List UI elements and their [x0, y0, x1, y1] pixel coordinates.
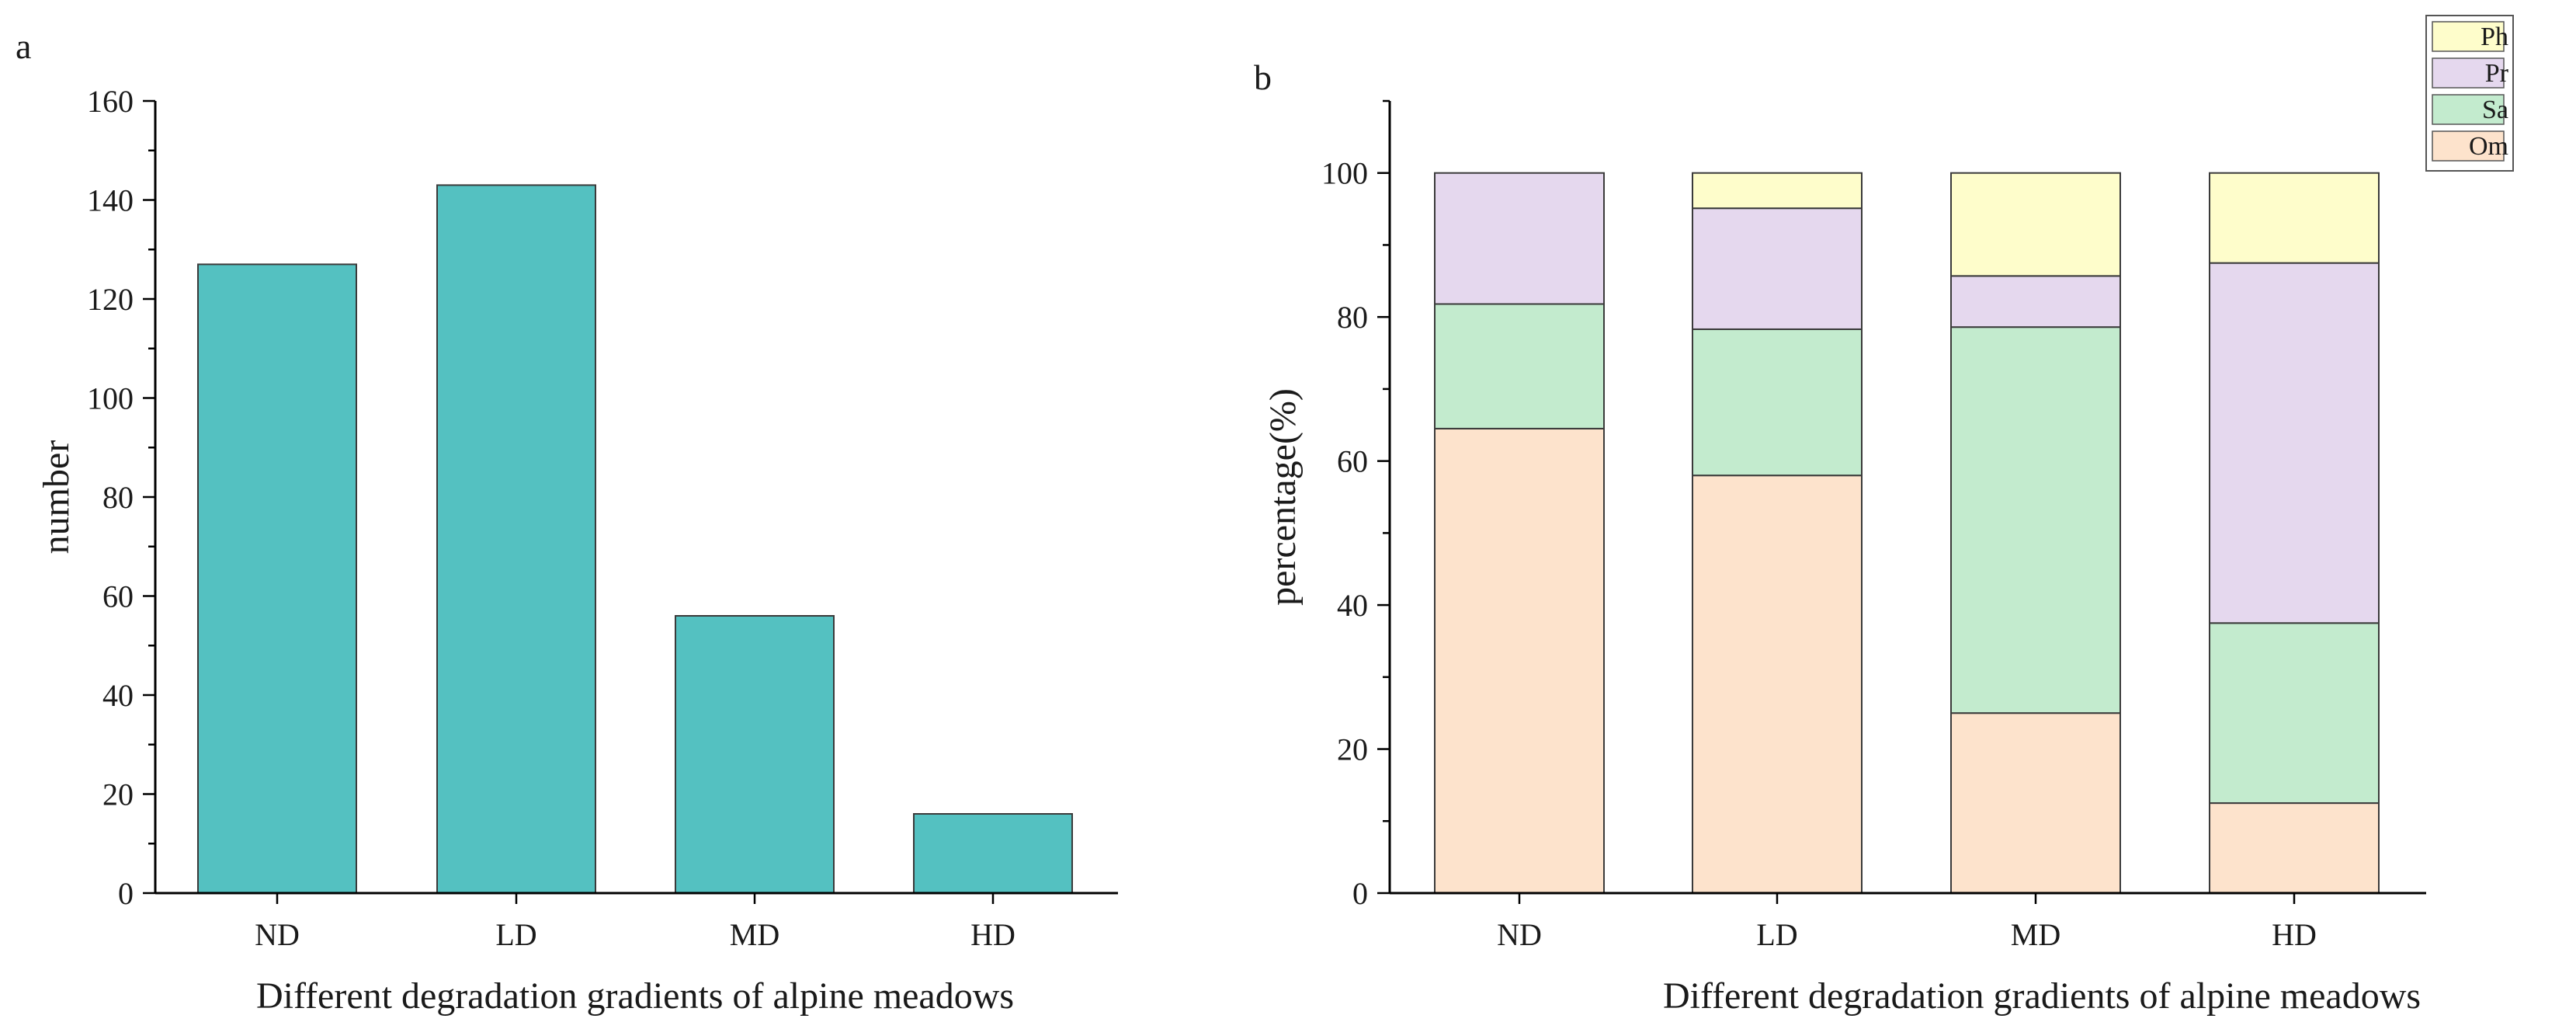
bar-b-md-pr [1950, 275, 2121, 329]
bar-b-hd-pr [2209, 262, 2380, 624]
bar-a-ld [436, 184, 596, 894]
chart-a-x-tick-label: HD [970, 917, 1015, 952]
bar-b-ld-ph [1692, 172, 1863, 210]
legend-label-sa: Sa [2482, 96, 2508, 124]
bar-b-md-om [1950, 712, 2121, 894]
chart-a-axes: 0 20 40 60 80 100 120 140 160 ND LD MD HD [87, 84, 1118, 952]
chart-b-y-tick-label: 80 [1337, 300, 1368, 335]
bar-a-nd [197, 263, 357, 894]
chart-a-y-tick-label: 40 [102, 678, 134, 713]
legend-swatch-sa [2432, 94, 2505, 125]
bar-b-ld-om [1692, 475, 1863, 894]
chart-a-x-tick-label: MD [730, 917, 779, 952]
chart-b-axes: 0 20 40 60 80 100 ND LD MD HD [1321, 99, 2426, 952]
chart-a-y-axis-title: number [36, 440, 77, 554]
panel-label-a: a [16, 26, 31, 66]
chart-a-y-tick-label: 120 [87, 282, 134, 317]
bar-b-nd-sa [1434, 303, 1605, 429]
chart-b-y-tick-label: 60 [1337, 444, 1368, 479]
chart-b-x-axis-title: Different degradation gradients of alpin… [1663, 975, 2421, 1017]
chart-b-x-tick-label: MD [2011, 917, 2060, 952]
chart-a-x-tick-label: ND [255, 917, 300, 952]
legend-swatch-om [2432, 130, 2505, 162]
bar-b-hd-sa [2209, 622, 2380, 805]
legend-label-ph: Ph [2481, 23, 2508, 51]
chart-b-y-tick-label: 0 [1352, 876, 1368, 911]
legend-swatch-ph [2432, 21, 2505, 52]
bar-b-ld-sa [1692, 328, 1863, 477]
chart-b-x-tick-label: LD [1756, 917, 1797, 952]
chart-a-bars [197, 184, 1073, 894]
chart-b-x-tick-label: ND [1497, 917, 1542, 952]
chart-a-x-axis-title: Different degradation gradients of alpin… [256, 975, 1014, 1017]
chart-b: b 0 20 40 60 80 100 ND LD MD HD Different degrada… [1254, 15, 2514, 1017]
chart-b-y-axis-title: percentage(%) [1262, 388, 1304, 606]
legend-swatch-pr [2432, 57, 2505, 89]
legend-label-om: Om [2469, 132, 2508, 161]
chart-b-y-tick-label: 20 [1337, 732, 1368, 767]
bar-b-ld-pr [1692, 207, 1863, 330]
chart-a-y-tick-label: 60 [102, 579, 134, 614]
bar-b-hd-ph [2209, 172, 2380, 264]
chart-b-y-tick-label: 100 [1321, 156, 1368, 191]
panel-label-b: b [1254, 57, 1272, 97]
chart-a: a 0 20 40 60 80 100 120 140 160 ND LD MD HD Differen… [16, 26, 1118, 1017]
chart-a-y-tick-label: 0 [118, 876, 134, 911]
bar-b-hd-om [2209, 802, 2380, 895]
bar-a-hd [913, 813, 1073, 894]
legend-label-pr: Pr [2485, 59, 2509, 88]
bar-b-nd-om [1434, 427, 1605, 894]
bar-b-md-sa [1950, 326, 2121, 714]
chart-b-y-tick-label: 40 [1337, 588, 1368, 623]
chart-a-y-tick-label: 140 [87, 183, 134, 218]
chart-a-y-tick-label: 20 [102, 777, 134, 812]
chart-a-x-tick-label: LD [495, 917, 536, 952]
chart-a-y-tick-label: 100 [87, 381, 134, 416]
chart-b-x-tick-label: HD [2272, 917, 2317, 952]
bar-a-md [675, 615, 835, 894]
chart-b-bars [1434, 172, 2380, 895]
chart-a-y-tick-label: 80 [102, 480, 134, 515]
bar-b-md-ph [1950, 172, 2121, 277]
chart-b-legend: Ph Pr Sa Om [2425, 15, 2514, 172]
chart-a-y-tick-label: 160 [87, 84, 134, 119]
bar-b-nd-pr [1434, 172, 1605, 305]
